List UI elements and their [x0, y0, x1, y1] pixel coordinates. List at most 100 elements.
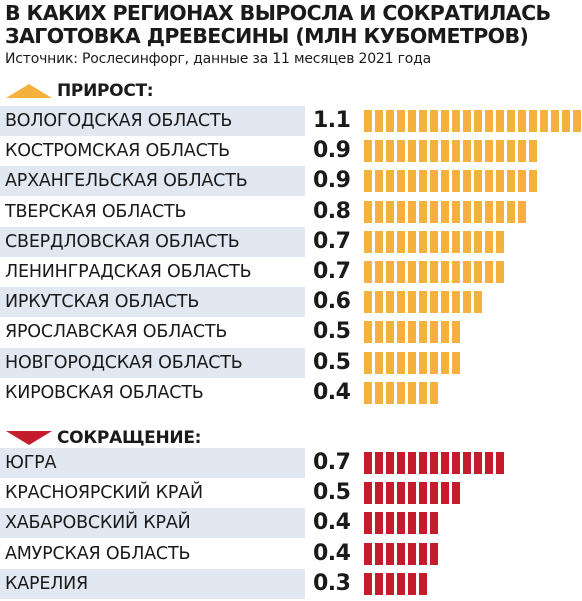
bar-segment	[463, 110, 471, 132]
bar-segment	[441, 351, 449, 374]
bar-segment	[375, 452, 383, 474]
bar-segment	[430, 482, 438, 505]
bar-segment	[496, 110, 504, 132]
value-label: 1.1	[313, 108, 351, 133]
bar-segment	[529, 170, 537, 193]
bar-segment	[573, 110, 581, 132]
bar-segment	[364, 452, 372, 474]
bar-segment	[375, 170, 383, 193]
region-label: ТВЕРСКАЯ ОБЛАСТЬ	[5, 201, 187, 222]
bar-segment	[441, 291, 449, 314]
bar-segment	[430, 140, 438, 163]
bar-segment	[474, 170, 482, 193]
section-growth: ПРИРОСТ:	[6, 80, 154, 102]
bar-segment	[364, 140, 372, 163]
bar-segment	[463, 170, 471, 193]
bar-segment	[408, 572, 416, 595]
bar-segment	[419, 261, 427, 283]
section-decline: СОКРАЩЕНИЕ:	[6, 427, 201, 449]
chart-title: В КАКИХ РЕГИОНАХ ВЫРОСЛА И СОКРАТИЛАСЬ З…	[5, 1, 551, 48]
bar-segment	[375, 200, 383, 223]
bar-segment	[408, 140, 416, 163]
bar-segment	[408, 291, 416, 314]
chart-source: Источник: Рослесинфорг, данные за 11 мес…	[5, 51, 431, 67]
bar-segment	[419, 110, 427, 132]
row-band	[0, 166, 305, 197]
bar-segment	[364, 572, 372, 595]
bar-segment	[507, 170, 515, 193]
row-band	[0, 106, 305, 136]
section-decline-label: СОКРАЩЕНИЕ:	[57, 428, 202, 448]
row-band	[0, 347, 305, 378]
bar-segment	[419, 542, 427, 565]
bar-segment	[375, 572, 383, 595]
bar-segment	[375, 351, 383, 374]
bar-segment	[375, 230, 383, 253]
bar-segment	[397, 381, 405, 404]
bar-segment	[452, 230, 460, 253]
bar-segment	[364, 321, 372, 344]
region-label: ИРКУТСКАЯ ОБЛАСТЬ	[5, 292, 200, 313]
bar-segment	[375, 140, 383, 163]
bar-segment	[397, 321, 405, 344]
bar-segment	[430, 110, 438, 132]
bar-segment	[474, 110, 482, 132]
value-label: 0.5	[313, 349, 351, 375]
bar-segment	[463, 452, 471, 474]
bar-segment	[496, 200, 504, 223]
bar-segment	[430, 170, 438, 193]
bar-segment	[419, 381, 427, 404]
bar-segment	[496, 261, 504, 283]
value-label: 0.9	[313, 168, 351, 194]
bar-segment	[463, 230, 471, 253]
bar-segment	[408, 452, 416, 474]
region-label: ВОЛОГОДСКАЯ ОБЛАСТЬ	[5, 111, 233, 131]
bar-segment	[474, 452, 482, 474]
bar-segment	[386, 572, 394, 595]
bar-segment	[540, 110, 548, 132]
bar-segment	[364, 482, 372, 505]
bar-segment	[551, 110, 559, 132]
bar-segment	[430, 230, 438, 253]
bar-segment	[419, 512, 427, 535]
bar-segment	[485, 200, 493, 223]
bar-segment	[364, 291, 372, 314]
bar	[364, 230, 504, 253]
bar-segment	[441, 140, 449, 163]
value-label: 0.7	[313, 450, 351, 475]
value-label: 0.5	[313, 319, 351, 345]
table-row: ВОЛОГОДСКАЯ ОБЛАСТЬ 1.1	[0, 106, 582, 136]
bar-segment	[485, 170, 493, 193]
bar-segment	[375, 291, 383, 314]
bar-segment	[364, 200, 372, 223]
bar	[364, 170, 537, 193]
bar-segment	[430, 351, 438, 374]
bar-segment	[397, 230, 405, 253]
table-row: НОВГОРОДСКАЯ ОБЛАСТЬ 0.5	[0, 347, 582, 378]
bar-segment	[375, 381, 383, 404]
bar-segment	[397, 261, 405, 283]
bar-segment	[452, 482, 460, 505]
value-label: 0.4	[313, 510, 351, 536]
bar-segment	[430, 542, 438, 565]
row-band	[0, 568, 305, 599]
bar-segment	[507, 140, 515, 163]
bar-segment	[441, 200, 449, 223]
bar-segment	[452, 321, 460, 344]
bar-segment	[397, 291, 405, 314]
bar-segment	[375, 110, 383, 132]
bar-segment	[430, 200, 438, 223]
value-label: 0.4	[313, 540, 351, 566]
bar-segment	[419, 321, 427, 344]
bar-segment	[496, 140, 504, 163]
bar-segment	[408, 200, 416, 223]
bar-segment	[386, 321, 394, 344]
bar	[364, 381, 438, 404]
bar-segment	[419, 140, 427, 163]
bar-segment	[485, 261, 493, 283]
bar-segment	[408, 230, 416, 253]
bar-segment	[408, 351, 416, 374]
bar-segment	[430, 512, 438, 535]
bar-segment	[397, 542, 405, 565]
bar-segment	[375, 321, 383, 344]
